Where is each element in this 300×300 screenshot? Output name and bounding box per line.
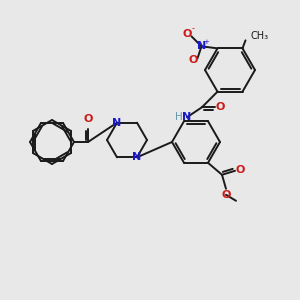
Text: O: O — [221, 190, 231, 200]
Text: O: O — [235, 165, 245, 175]
Text: N: N — [112, 118, 122, 128]
Text: H: H — [175, 112, 183, 122]
Text: N: N — [197, 41, 206, 51]
Text: CH₃: CH₃ — [250, 31, 268, 41]
Text: O: O — [215, 102, 225, 112]
Text: N: N — [182, 112, 192, 122]
Text: +: + — [204, 39, 209, 45]
Text: O: O — [83, 114, 93, 124]
Text: -: - — [192, 24, 195, 33]
Text: N: N — [132, 152, 142, 162]
Text: O: O — [183, 29, 192, 39]
Text: O: O — [189, 55, 198, 65]
